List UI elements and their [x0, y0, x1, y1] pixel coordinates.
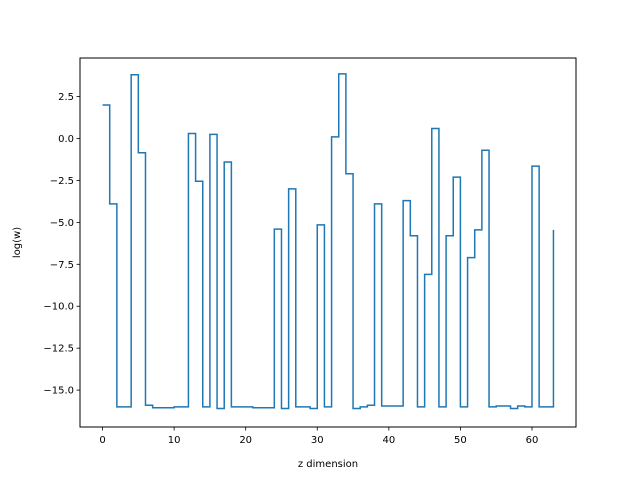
y-tick-label: −2.5	[50, 176, 74, 187]
y-tick-label: 0.0	[58, 134, 74, 145]
y-tick-label: 2.5	[58, 92, 74, 103]
plot-frame	[79, 57, 577, 428]
y-axis-label: log(w)	[12, 227, 23, 258]
y-tick-label: −7.5	[50, 260, 74, 271]
x-tick-label: 10	[168, 435, 181, 446]
x-tick-label: 20	[239, 435, 252, 446]
series-layer	[102, 73, 555, 410]
x-tick-label: 40	[382, 435, 395, 446]
x-axis-label: z dimension	[298, 459, 358, 470]
y-tick-label: −10.0	[43, 302, 74, 313]
x-tick-label: 0	[99, 435, 105, 446]
x-tick-label: 30	[311, 435, 324, 446]
x-tick-label: 60	[526, 435, 539, 446]
y-tick-label: −15.0	[43, 386, 74, 397]
y-tick-label: −12.5	[43, 344, 74, 355]
y-axis: 2.5 0.0 −2.5 −5.0 −7.5 −10.0 −12.5 −15.0	[43, 92, 80, 397]
plot-area	[80, 58, 576, 427]
y-tick-label: −5.0	[50, 218, 74, 229]
x-axis: 0 10 20 30 40 50 60	[99, 427, 538, 446]
series-line	[102, 73, 555, 410]
x-tick-label: 50	[454, 435, 467, 446]
